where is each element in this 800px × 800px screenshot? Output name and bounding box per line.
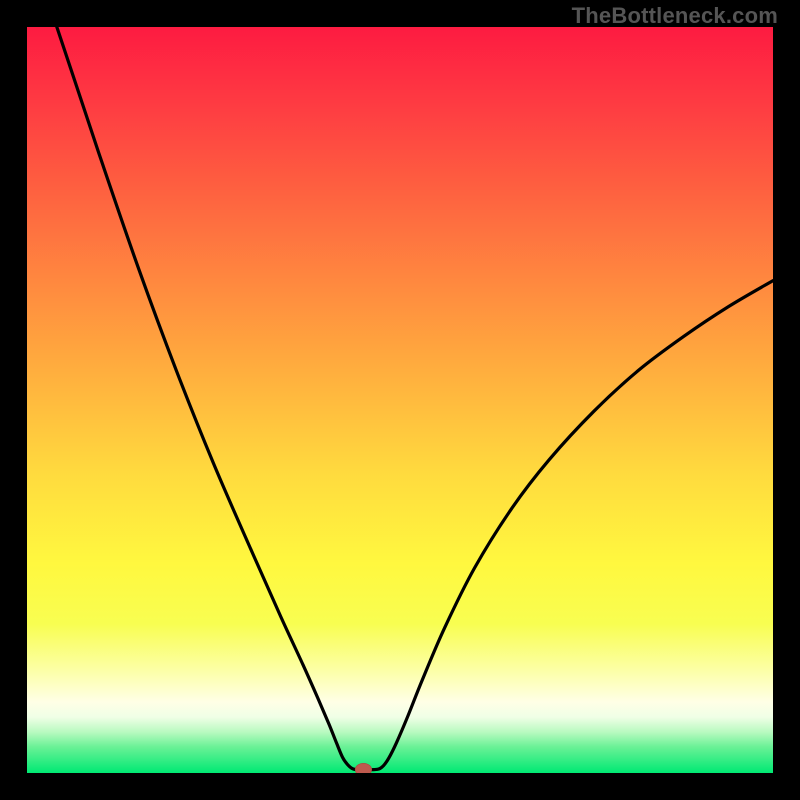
- watermark-text: TheBottleneck.com: [572, 3, 778, 29]
- gradient-background: [27, 27, 773, 773]
- optimal-point-marker: [355, 763, 371, 773]
- chart-svg: [27, 27, 773, 773]
- plot-area: [27, 27, 773, 773]
